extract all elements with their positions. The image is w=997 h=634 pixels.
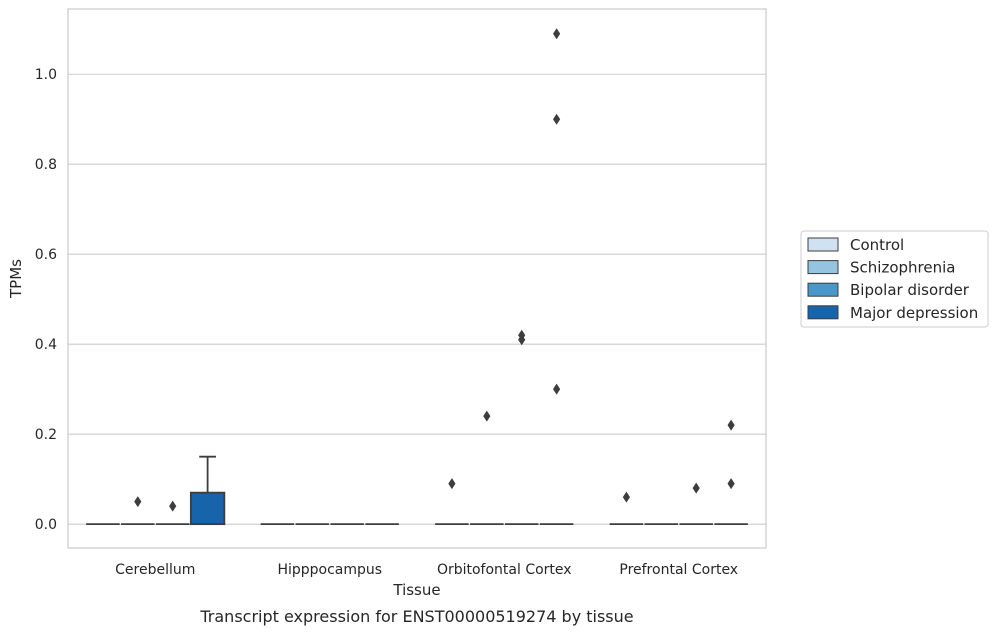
plot-marks — [86, 28, 748, 526]
legend-swatch — [807, 237, 839, 252]
legend-label: Schizophrenia — [850, 259, 955, 277]
plot-frame — [67, 8, 767, 549]
outlier-point — [483, 410, 491, 422]
x-tick-label: Prefrontal Cortex — [619, 562, 738, 578]
outlier-point — [553, 113, 561, 125]
outlier-point — [448, 478, 456, 490]
y-axis-ticks: 0.0 0.2 0.4 0.6 0.8 1.0 — [35, 67, 57, 533]
outlier-point — [622, 491, 630, 503]
y-tick-label: 0.8 — [35, 157, 57, 173]
y-tick-label: 0.6 — [35, 247, 57, 263]
legend-label: Bipolar disorder — [850, 281, 970, 299]
outlier-point — [169, 500, 177, 512]
x-tick-label: Orbitofontal Cortex — [437, 562, 572, 578]
outlier-point — [134, 496, 142, 508]
legend-swatch — [807, 282, 839, 297]
x-tick-label: Cerebellum — [115, 562, 195, 578]
y-tick-label: 0.4 — [35, 337, 57, 353]
chart-caption: Transcript expression for ENST0000051927… — [199, 607, 633, 626]
y-tick-label: 0.0 — [35, 517, 57, 533]
outlier-point — [518, 329, 526, 341]
legend-label: Major depression — [850, 304, 978, 322]
x-axis-label: Tissue — [392, 581, 440, 599]
x-tick-label: Hipppocampus — [277, 562, 382, 578]
x-axis-ticks: Cerebellum Hipppocampus Orbitofontal Corte… — [115, 562, 738, 578]
outlier-point — [727, 419, 735, 431]
legend-swatch — [807, 260, 839, 275]
legend: Control Schizophrenia Bipolar disorder Majo… — [800, 230, 989, 328]
gridlines — [68, 73, 766, 525]
outlier-point — [553, 383, 561, 395]
y-tick-label: 0.2 — [35, 427, 57, 443]
outlier-point — [553, 28, 561, 40]
legend-label: Control — [850, 236, 904, 254]
box — [189, 491, 226, 526]
outlier-point — [727, 478, 735, 490]
y-tick-label: 1.0 — [35, 67, 57, 83]
legend-frame — [800, 230, 989, 328]
outlier-point — [692, 482, 700, 494]
y-axis-label: TPMs — [7, 259, 25, 299]
legend-swatch — [807, 305, 839, 320]
